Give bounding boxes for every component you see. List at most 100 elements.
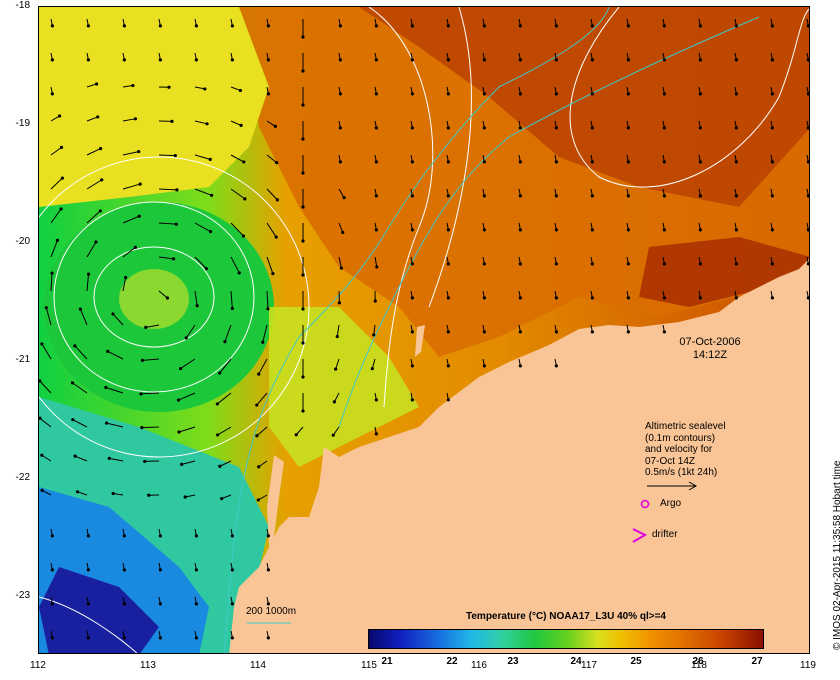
coldest-water-region	[39, 567, 159, 653]
velocity-arrow	[158, 256, 174, 260]
drifter-marker-icon	[632, 528, 648, 543]
velocity-arrow-head	[410, 330, 414, 334]
velocity-arrow	[230, 120, 242, 126]
velocity-arrow-head	[167, 85, 171, 89]
velocity-arrow-head	[554, 330, 558, 334]
velocity-arrow-head	[266, 307, 270, 311]
velocity-arrow-head	[301, 69, 305, 73]
date-label: 07-Oct-2006 14:12Z	[660, 336, 760, 362]
velocity-arrow-head	[275, 198, 280, 202]
velocity-arrow-head	[662, 228, 666, 232]
velocity-arrow-head	[147, 493, 151, 497]
velocity-arrow	[41, 454, 52, 462]
velocity-arrow	[74, 345, 88, 360]
velocity-arrow-head	[174, 222, 178, 226]
velocity-arrow-head	[518, 364, 522, 368]
eddy-core	[119, 269, 189, 329]
velocity-arrow-head	[158, 58, 162, 62]
velocity-arrow-head	[104, 421, 109, 425]
velocity-arrow	[39, 380, 52, 394]
velocity-arrow-head	[518, 92, 522, 96]
velocity-arrow	[217, 426, 232, 436]
velocity-arrow	[86, 210, 101, 224]
shelf-water-region	[269, 307, 419, 467]
velocity-arrow	[122, 151, 139, 156]
lat-tick: -23	[15, 590, 30, 601]
velocity-arrow-head	[50, 271, 54, 275]
velocity-arrow-head	[210, 193, 214, 197]
credit-text: © IMOS 02-Apr-2015 11:35:58 Hobart time	[832, 460, 840, 651]
velocity-arrow-head	[446, 398, 450, 402]
velocity-arrow-head	[446, 262, 450, 266]
yellow-water-region	[39, 7, 269, 207]
velocity-arrow-head	[770, 92, 774, 96]
velocity-arrow	[219, 460, 232, 467]
velocity-arrow-head	[342, 196, 346, 200]
velocity-arrow-head	[518, 228, 522, 232]
velocity-arrow-head	[338, 92, 342, 96]
velocity-arrows	[39, 18, 809, 640]
velocity-arrow-head	[734, 58, 738, 62]
velocity-arrow-head	[410, 126, 414, 130]
velocity-arrow-head	[266, 24, 270, 28]
sst-map	[38, 6, 810, 654]
argo-legend-label: Argo	[640, 498, 681, 509]
velocity-arrow-head	[239, 123, 243, 128]
velocity-arrow-head	[662, 296, 666, 300]
velocity-arrow-head	[274, 235, 278, 239]
velocity-arrow-head	[770, 228, 774, 232]
velocity-arrow-head	[230, 568, 234, 572]
velocity-arrow	[158, 188, 177, 191]
velocity-arrow-head	[40, 488, 44, 492]
velocity-arrow-head	[734, 296, 738, 300]
velocity-arrow-head	[59, 145, 64, 149]
velocity-arrow	[178, 392, 196, 401]
velocity-arrow	[122, 215, 140, 224]
velocity-arrow-head	[44, 306, 48, 310]
velocity-arrow-head	[301, 239, 305, 243]
lon-tick: 112	[30, 660, 46, 671]
velocity-arrow-head	[590, 92, 594, 96]
velocity-arrow	[266, 154, 277, 164]
velocity-arrow	[230, 154, 245, 163]
velocity-arrow	[41, 489, 52, 496]
exmouth-peninsula	[267, 455, 284, 547]
velocity-arrow-head	[94, 240, 98, 244]
velocity-arrow-head	[178, 366, 183, 371]
legend-line: and velocity for	[645, 444, 713, 455]
velocity-arrow-head	[698, 296, 702, 300]
velocity-arrow-head	[806, 58, 809, 62]
velocity-arrow-head	[86, 272, 91, 276]
velocity-arrow-head	[243, 197, 247, 201]
velocity-arrow-head	[122, 602, 126, 606]
velocity-arrow-head	[338, 160, 342, 164]
velocity-arrow	[50, 273, 53, 292]
velocity-arrow-head	[194, 568, 198, 572]
land-mass	[229, 259, 809, 653]
velocity-arrow-head	[73, 454, 77, 458]
velocity-arrow-head	[410, 296, 414, 300]
velocity-arrow	[230, 86, 241, 91]
velocity-arrow-head	[266, 58, 270, 62]
velocity-arrow	[338, 188, 345, 198]
legend-line: (0.1m contours)	[645, 432, 716, 444]
velocity-arrow-head	[662, 262, 666, 266]
velocity-arrow-head	[372, 333, 376, 337]
velocity-arrow-head	[100, 178, 104, 182]
velocity-arrow-head	[111, 491, 115, 496]
velocity-arrow-head	[301, 171, 305, 175]
velocity-arrow-head	[266, 636, 270, 640]
velocity-arrow-head	[256, 498, 260, 502]
velocity-arrow-head	[554, 126, 558, 130]
velocity-arrow-head	[482, 262, 486, 266]
velocity-arrow-head	[170, 119, 174, 123]
velocity-arrow-head	[137, 214, 141, 218]
velocity-arrow-head	[410, 24, 414, 28]
velocity-arrow-head	[770, 296, 774, 300]
velocity-arrow	[336, 324, 340, 337]
velocity-arrow-head	[518, 24, 522, 28]
velocity-arrow-head	[144, 325, 148, 329]
velocity-arrow-head	[590, 24, 594, 28]
scale-arrow-icon	[647, 481, 698, 491]
velocity-arrow	[50, 146, 62, 156]
